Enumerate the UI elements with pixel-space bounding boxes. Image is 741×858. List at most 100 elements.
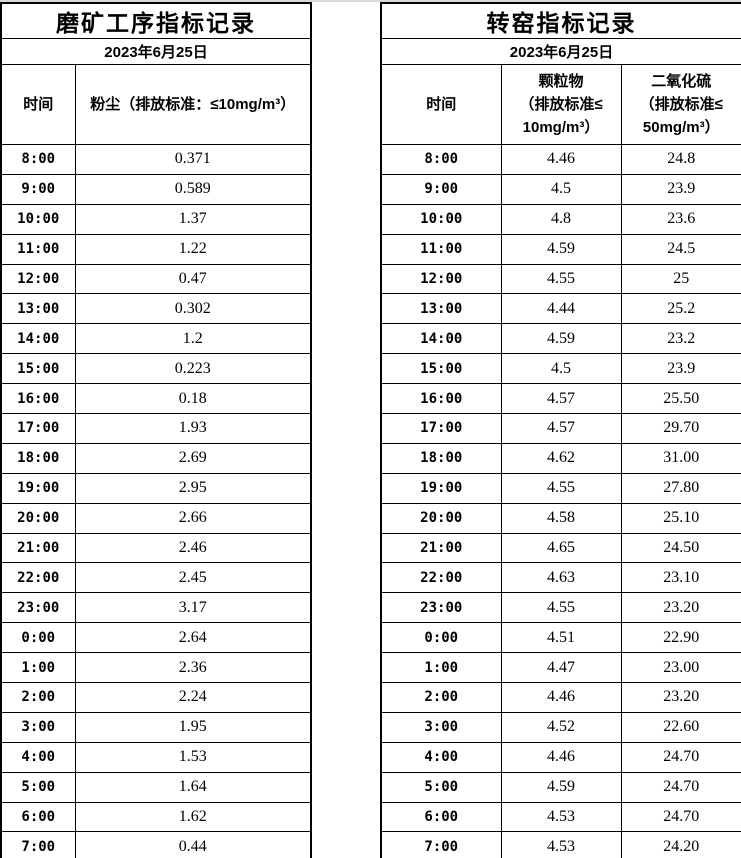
time-cell: 4:00 — [0, 741, 76, 773]
time-cell: 16:00 — [380, 383, 502, 415]
column-header-sulfur-dioxide: 二氧化硫 （排放标准≤ 50mg/m³） — [620, 64, 741, 145]
time-cell: 9:00 — [0, 173, 76, 205]
time-cell: 14:00 — [380, 323, 502, 355]
table-row: 16:00 4.57 25.50 — [380, 383, 741, 415]
value-cell: 2.46 — [74, 532, 312, 564]
grinding-table-title: 磨矿工序指标记录 — [0, 2, 312, 39]
value-cell: 4.52 — [500, 711, 622, 743]
time-cell: 19:00 — [0, 472, 76, 504]
column-header-dust: 粉尘（排放标准：≤10mg/m³） — [74, 64, 312, 145]
table-date-row: 2023年6月25日 — [380, 38, 741, 65]
table-row: 16:00 0.18 — [0, 383, 312, 415]
value-cell: 2.45 — [74, 562, 312, 594]
table-row: 1:00 2.36 — [0, 652, 312, 684]
time-cell: 23:00 — [380, 592, 502, 624]
value-cell: 4.8 — [500, 203, 622, 235]
time-cell: 7:00 — [380, 831, 502, 858]
table-row: 23:00 3.17 — [0, 592, 312, 624]
table-row: 21:00 2.46 — [0, 532, 312, 564]
kiln-table-title: 转窑指标记录 — [380, 2, 741, 39]
table-row: 7:00 0.44 — [0, 831, 312, 858]
table-row: 18:00 2.69 — [0, 442, 312, 474]
value-cell: 24.5 — [620, 233, 741, 265]
value-cell: 4.5 — [500, 353, 622, 385]
table-row: 3:00 4.52 22.60 — [380, 711, 741, 743]
value-cell: 4.47 — [500, 652, 622, 684]
value-cell: 4.57 — [500, 383, 622, 415]
table-row: 11:00 1.22 — [0, 233, 312, 265]
table-row: 18:00 4.62 31.00 — [380, 442, 741, 474]
time-cell: 3:00 — [380, 711, 502, 743]
value-cell: 1.22 — [74, 233, 312, 265]
table-row: 21:00 4.65 24.50 — [380, 532, 741, 564]
time-cell: 1:00 — [0, 652, 76, 684]
time-cell: 6:00 — [0, 801, 76, 833]
table-row: 20:00 2.66 — [0, 502, 312, 534]
time-cell: 0:00 — [380, 622, 502, 654]
value-cell: 23.2 — [620, 323, 741, 355]
time-cell: 1:00 — [380, 652, 502, 684]
table-row: 4:00 4.46 24.70 — [380, 741, 741, 773]
time-cell: 22:00 — [380, 562, 502, 594]
value-cell: 23.20 — [620, 592, 741, 624]
value-cell: 23.10 — [620, 562, 741, 594]
time-cell: 5:00 — [380, 771, 502, 803]
time-cell: 11:00 — [380, 233, 502, 265]
value-cell: 2.95 — [74, 472, 312, 504]
value-cell: 1.37 — [74, 203, 312, 235]
top-edge-strip — [0, 0, 741, 2]
value-cell: 22.90 — [620, 622, 741, 654]
time-cell: 13:00 — [0, 293, 76, 325]
table-row: 10:00 1.37 — [0, 203, 312, 235]
table-title-row: 磨矿工序指标记录 — [0, 2, 312, 39]
time-cell: 18:00 — [0, 442, 76, 474]
time-cell: 5:00 — [0, 771, 76, 803]
value-cell: 4.55 — [500, 472, 622, 504]
time-cell: 17:00 — [0, 413, 76, 444]
value-cell: 25.2 — [620, 293, 741, 325]
value-cell: 3.17 — [74, 592, 312, 624]
value-cell: 22.60 — [620, 711, 741, 743]
value-cell: 0.302 — [74, 293, 312, 325]
value-cell: 0.47 — [74, 263, 312, 295]
table-row: 15:00 4.5 23.9 — [380, 353, 741, 385]
time-cell: 2:00 — [0, 682, 76, 713]
value-cell: 4.55 — [500, 592, 622, 624]
value-cell: 23.00 — [620, 652, 741, 684]
value-cell: 0.223 — [74, 353, 312, 385]
time-cell: 21:00 — [380, 532, 502, 564]
column-header-time: 时间 — [0, 64, 76, 145]
value-cell: 4.53 — [500, 801, 622, 833]
value-cell: 1.53 — [74, 741, 312, 773]
kiln-table-date: 2023年6月25日 — [380, 38, 741, 65]
value-cell: 4.44 — [500, 293, 622, 325]
time-cell: 11:00 — [0, 233, 76, 265]
table-row: 1:00 4.47 23.00 — [380, 652, 741, 684]
time-cell: 7:00 — [0, 831, 76, 858]
table-row: 20:00 4.58 25.10 — [380, 502, 741, 534]
table-row: 0:00 2.64 — [0, 622, 312, 654]
time-cell: 20:00 — [380, 502, 502, 534]
value-cell: 2.36 — [74, 652, 312, 684]
value-cell: 4.58 — [500, 502, 622, 534]
value-cell: 4.59 — [500, 771, 622, 803]
table-row: 19:00 4.55 27.80 — [380, 472, 741, 504]
grinding-table-date: 2023年6月25日 — [0, 38, 312, 65]
time-cell: 14:00 — [0, 323, 76, 355]
table-row: 17:00 1.93 — [0, 413, 312, 444]
time-cell: 19:00 — [380, 472, 502, 504]
time-cell: 6:00 — [380, 801, 502, 833]
table-row: 22:00 4.63 23.10 — [380, 562, 741, 594]
value-cell: 25.50 — [620, 383, 741, 415]
time-cell: 9:00 — [380, 173, 502, 205]
table-header-row: 时间 颗粒物 （排放标准≤ 10mg/m³） 二氧化硫 （排放标准≤ 50mg/… — [380, 64, 741, 145]
value-cell: 4.51 — [500, 622, 622, 654]
value-cell: 1.93 — [74, 413, 312, 444]
value-cell: 1.2 — [74, 323, 312, 355]
grinding-process-table: 磨矿工序指标记录 2023年6月25日 时间 粉尘（排放标准：≤10mg/m³）… — [0, 2, 312, 858]
table-title-row: 转窑指标记录 — [380, 2, 741, 39]
time-cell: 0:00 — [0, 622, 76, 654]
table-row: 9:00 4.5 23.9 — [380, 173, 741, 205]
time-cell: 15:00 — [380, 353, 502, 385]
time-cell: 21:00 — [0, 532, 76, 564]
